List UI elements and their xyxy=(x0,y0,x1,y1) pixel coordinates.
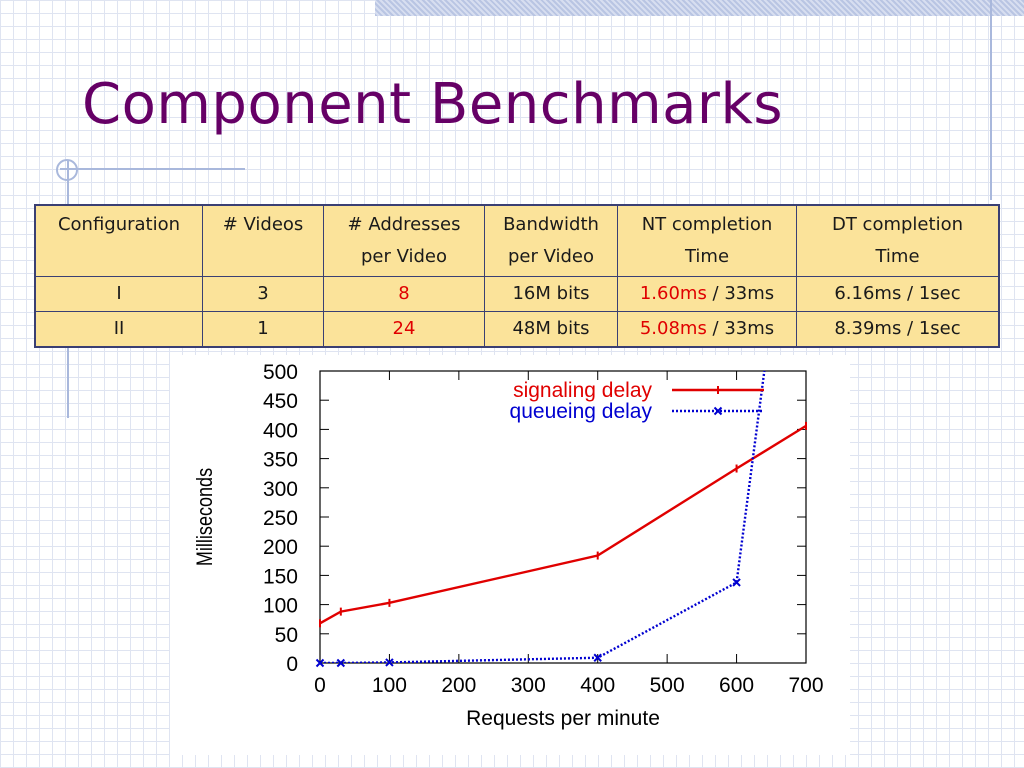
header-bandwidth: Bandwidth per Video xyxy=(484,204,618,277)
cell-addresses: 24 xyxy=(323,311,485,348)
header-videos: # Videos xyxy=(202,204,324,277)
table-header-row: Configuration # Videos # Addresses per Vi… xyxy=(34,204,1000,277)
decor-line-right xyxy=(990,0,992,200)
series-point-1 xyxy=(732,578,741,587)
cell-bandwidth: 48M bits xyxy=(484,311,618,348)
cell-bandwidth: 16M bits xyxy=(484,276,618,312)
y-tick-label: 0 xyxy=(286,653,298,676)
legend-label-0: signaling delay xyxy=(513,379,652,402)
y-tick-label: 500 xyxy=(263,361,298,384)
x-tick-label: 300 xyxy=(511,674,546,697)
y-tick-label: 100 xyxy=(263,595,298,618)
series-line-0 xyxy=(320,424,806,625)
cell-videos: 1 xyxy=(202,311,324,348)
y-tick-label: 250 xyxy=(263,507,298,530)
cell-addresses: 8 xyxy=(323,276,485,312)
x-axis-label: Requests per minute xyxy=(466,707,660,730)
x-tick-label: 400 xyxy=(580,674,615,697)
legend-label-1: queueing delay xyxy=(510,400,653,423)
series-point-1 xyxy=(593,653,602,662)
x-tick-label: 500 xyxy=(650,674,685,697)
cell-nt-completion: 1.60ms / 33ms xyxy=(617,276,797,312)
x-tick-label: 700 xyxy=(788,674,823,697)
benchmark-table: Configuration # Videos # Addresses per Vi… xyxy=(34,204,1000,348)
nt-value: 5.08ms xyxy=(639,318,707,339)
y-tick-label: 200 xyxy=(263,536,298,559)
y-tick-label: 400 xyxy=(263,419,298,442)
top-decor-band xyxy=(375,0,1024,16)
table-row: II 1 24 48M bits 5.08ms / 33ms 8.39ms / … xyxy=(34,311,1000,348)
cell-dt-completion: 8.39ms / 1sec xyxy=(796,311,1000,348)
chart-container: 0 50 100 150 200 250 300 350 400 450 500 0 100 200 300… xyxy=(170,355,850,755)
x-tick-label: 100 xyxy=(372,674,407,697)
decor-line-title xyxy=(60,168,245,170)
legend-marker-1 xyxy=(713,406,723,416)
y-axis-label: Milliseconds xyxy=(193,468,217,566)
y-tick-label: 350 xyxy=(263,449,298,472)
cell-nt-completion: 5.08ms / 33ms xyxy=(617,311,797,348)
nt-value: 1.60ms xyxy=(639,283,707,304)
header-nt-completion: NT completion Time xyxy=(617,204,797,277)
x-tick-label: 0 xyxy=(314,674,326,697)
x-tick-label: 200 xyxy=(441,674,476,697)
cell-videos: 3 xyxy=(202,276,324,312)
y-tick-label: 300 xyxy=(263,478,298,501)
y-tick-label: 450 xyxy=(263,390,298,413)
cell-config: II xyxy=(34,311,203,348)
series-point-1 xyxy=(385,658,394,667)
nt-rest: / 33ms xyxy=(706,318,775,339)
series-point-1 xyxy=(315,658,325,668)
y-tick-label: 150 xyxy=(263,565,298,588)
header-addresses: # Addresses per Video xyxy=(323,204,485,277)
header-dt-completion: DT completion Time xyxy=(796,204,1000,277)
decor-circle xyxy=(56,159,78,181)
cell-config: I xyxy=(34,276,203,312)
series-point-1 xyxy=(336,658,346,668)
page-title: Component Benchmarks xyxy=(82,72,784,137)
series-line-1 xyxy=(320,371,766,663)
delay-chart: 0 50 100 150 200 250 300 350 400 450 500 0 100 200 300… xyxy=(193,361,823,730)
nt-rest: / 33ms xyxy=(706,283,775,304)
table-row: I 3 8 16M bits 1.60ms / 33ms 6.16ms / 1s… xyxy=(34,276,1000,312)
y-tick-label: 50 xyxy=(275,624,298,647)
cell-dt-completion: 6.16ms / 1sec xyxy=(796,276,1000,312)
x-tick-label: 600 xyxy=(719,674,754,697)
header-configuration: Configuration xyxy=(34,204,203,277)
